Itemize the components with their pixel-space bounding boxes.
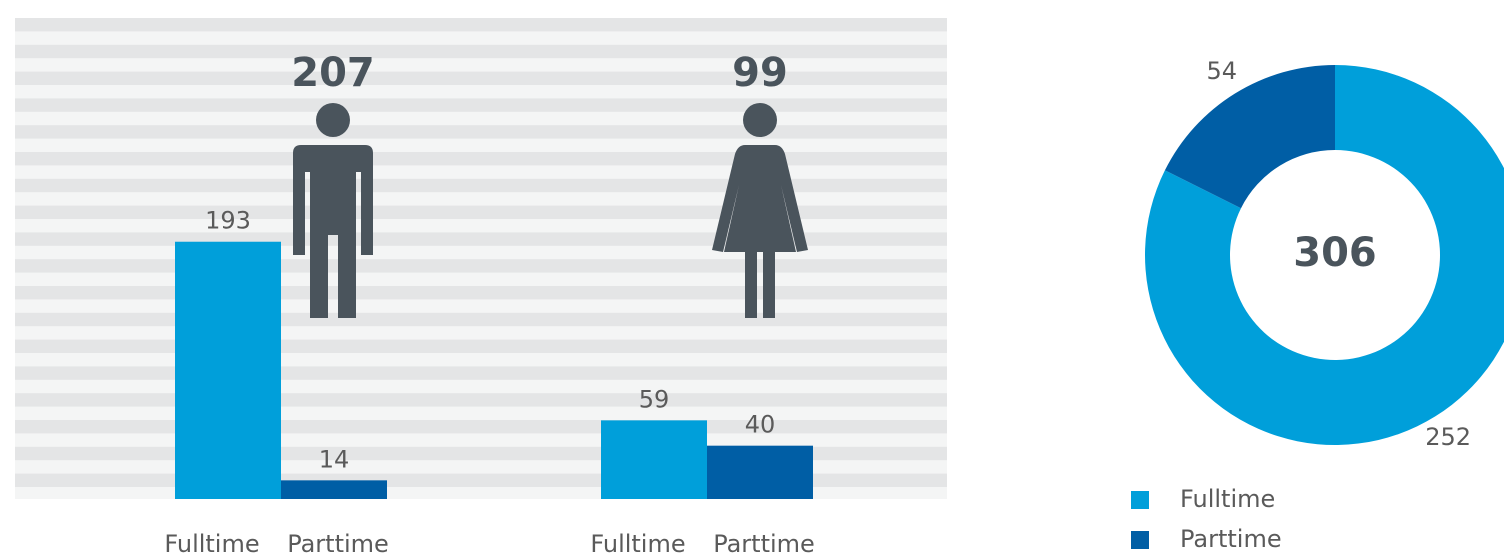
bar [707,445,813,499]
x-label: Fulltime [590,530,685,558]
x-label: Fulltime [164,530,259,558]
bar [281,480,387,499]
donut-total: 306 [1293,230,1377,276]
value-label: 40 [745,411,776,439]
slice-label: 54 [1207,57,1238,85]
striped-background [15,18,947,499]
value-label: 14 [319,445,350,473]
bar [601,420,707,499]
value-label: 59 [639,385,670,413]
x-label: Parttime [713,530,815,558]
slice-label: 252 [1425,423,1471,451]
legend-swatch [1131,531,1149,549]
legend-swatch [1131,491,1149,509]
female-icon [712,103,808,318]
donut-slice [1145,65,1504,445]
group-total: 207 [291,50,375,96]
value-label: 193 [205,207,251,235]
donut-slice [1164,65,1335,209]
legend-label: Parttime [1180,525,1282,553]
male-icon [293,103,373,318]
group-total: 99 [732,50,788,96]
bar [175,241,281,499]
x-label: Parttime [287,530,389,558]
legend-label: Fulltime [1180,485,1275,513]
